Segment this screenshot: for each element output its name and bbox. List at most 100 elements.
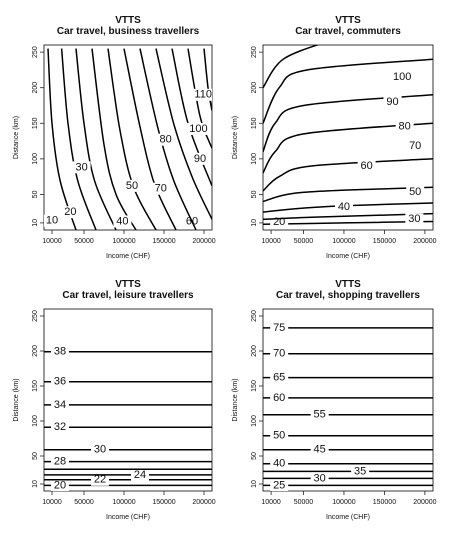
x-tick-label: 50000: [74, 238, 94, 245]
contour-line-110: [203, 48, 212, 111]
contour-label-bg: [334, 201, 353, 214]
contour-label: 30: [94, 444, 106, 456]
contour-label-bg: [91, 443, 109, 456]
contour-line-80: [155, 48, 212, 220]
contour-label: 60: [273, 392, 285, 404]
y-tick-label: 200: [32, 82, 39, 94]
contour-label-bg: [72, 161, 91, 174]
y-tick-label: 100: [32, 153, 39, 165]
x-tick-label: 200000: [413, 238, 436, 245]
chart-subtitle: Car travel, shopping travellers: [276, 290, 420, 301]
y-tick-label: 50: [251, 452, 258, 460]
y-tick-label: 50: [32, 190, 39, 198]
y-tick-label: 150: [251, 380, 258, 392]
contour-label-bg: [61, 206, 80, 219]
contour-label: 35: [354, 465, 366, 477]
y-tick-label: 200: [32, 345, 39, 357]
y-tick-label: 150: [32, 117, 39, 129]
y-tick-label: 10: [251, 480, 258, 488]
x-tick-label: 10000: [42, 499, 62, 506]
contour-label: 110: [194, 89, 212, 101]
y-tick-label: 100: [32, 415, 39, 427]
x-tick-label: 150000: [373, 499, 396, 506]
contour-line-40: [263, 202, 433, 213]
chart-title: VTTS: [115, 279, 141, 290]
contour-label: 70: [409, 140, 421, 152]
x-axis-label: Income (CHF): [326, 514, 370, 521]
contour-label: 50: [126, 180, 138, 192]
y-tick-label: 250: [251, 46, 258, 58]
contour-label-bg: [185, 122, 211, 135]
contour-label: 30: [314, 472, 326, 484]
contour-label-bg: [156, 133, 175, 146]
contour-label-bg: [44, 214, 61, 227]
y-tick-label: 200: [251, 82, 258, 94]
x-tick-label: 100000: [332, 238, 355, 245]
contour-lines: 20 22 24 28 30 32 34 36 38: [44, 345, 212, 491]
contour-label-bg: [310, 443, 329, 456]
contour-line-90: [263, 58, 433, 124]
contour-label: 30: [75, 161, 87, 173]
x-tick-label: 150000: [152, 238, 175, 245]
y-tick-label: 50: [251, 190, 258, 198]
contour-label-bg: [190, 88, 212, 101]
y-tick-label: 50: [32, 452, 39, 460]
contour-lines: 25 30 35 40 45 50 55 60 65 70 75: [263, 321, 433, 491]
contour-label: 20: [54, 479, 66, 491]
contour-label: 34: [54, 399, 66, 411]
x-tick-label: 150000: [152, 499, 175, 506]
contour-label: 40: [338, 201, 350, 213]
contour-label: 10: [46, 215, 58, 227]
contour-label-bg: [406, 140, 425, 153]
contour-label: 70: [155, 183, 167, 195]
contour-label-bg: [51, 398, 69, 411]
x-tick-label: 200000: [192, 499, 215, 506]
x-tick-label: 150000: [373, 238, 396, 245]
contour-label: 55: [314, 409, 326, 421]
contour-line-20: [60, 48, 97, 230]
x-tick-label: 50000: [294, 499, 314, 506]
contour-label-bg: [51, 375, 69, 388]
contour-label-bg: [270, 321, 289, 334]
y-tick-label: 150: [32, 380, 39, 392]
contour-label-bg: [270, 371, 289, 384]
contour-label: 75: [273, 322, 285, 334]
contour-label: 30: [408, 213, 420, 225]
contour-line-70: [263, 122, 433, 174]
contour-label-bg: [351, 465, 370, 478]
contour-label: 100: [189, 123, 207, 135]
chart-subtitle: Car travel, commuters: [295, 26, 401, 37]
y-tick-label: 10: [32, 219, 39, 227]
contour-label-bg: [191, 152, 209, 165]
chart-subtitle: Car travel, leisure travellers: [62, 290, 194, 301]
y-tick-label: 250: [251, 310, 258, 322]
chart-subtitle: Car travel, business travellers: [57, 26, 200, 37]
contour-label: 28: [54, 456, 66, 468]
y-axis-label: Distance (km): [232, 116, 239, 159]
x-axis-label: Income (CHF): [106, 514, 150, 521]
contour-label-bg: [405, 213, 424, 226]
x-tick-label: 10000: [42, 238, 62, 245]
contour-label-bg: [51, 455, 69, 468]
contour-label-bg: [270, 429, 289, 442]
contour-label: 45: [314, 444, 326, 456]
contour-label-bg: [310, 472, 329, 485]
contour-line-10: [47, 48, 77, 230]
contour-label: 90: [194, 153, 206, 165]
plot-frame: [262, 308, 434, 492]
contour-label: 20: [64, 206, 76, 218]
x-tick-label: 200000: [413, 499, 436, 506]
contour-label: 80: [399, 121, 411, 133]
y-tick-label: 250: [32, 46, 39, 58]
contour-label: 60: [360, 160, 372, 172]
contour-label: 65: [273, 372, 285, 384]
plot-frame: [43, 44, 213, 231]
contour-label: 80: [159, 134, 171, 146]
contour-line-50: [107, 48, 157, 230]
y-tick-label: 100: [251, 415, 258, 427]
contour-line-40: [91, 48, 137, 230]
contour-label-bg: [51, 345, 69, 358]
